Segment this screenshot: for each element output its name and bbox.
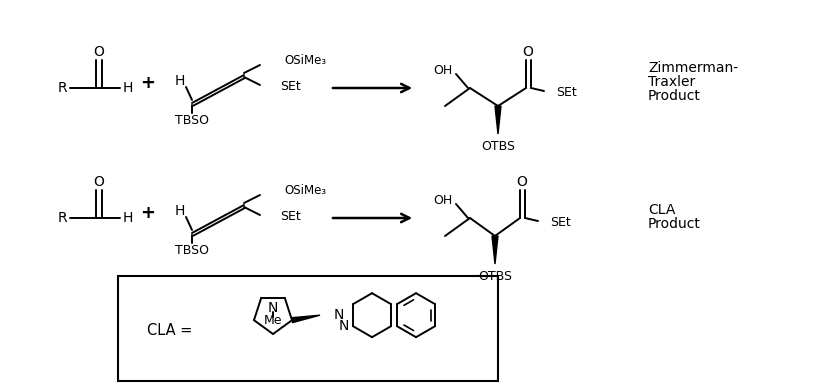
- Text: SEt: SEt: [280, 211, 301, 223]
- Text: TBSO: TBSO: [175, 114, 209, 128]
- Text: CLA =: CLA =: [147, 323, 192, 338]
- Text: CLA: CLA: [648, 203, 675, 217]
- Text: OSiMe₃: OSiMe₃: [284, 54, 326, 68]
- Text: H: H: [123, 81, 134, 95]
- Polygon shape: [495, 106, 501, 134]
- Text: N: N: [339, 319, 349, 333]
- Text: SEt: SEt: [556, 87, 577, 99]
- Text: R: R: [57, 211, 67, 225]
- Polygon shape: [291, 315, 320, 323]
- Text: OTBS: OTBS: [481, 140, 515, 152]
- Text: TBSO: TBSO: [175, 244, 209, 258]
- Text: H: H: [175, 74, 185, 88]
- Text: +: +: [140, 74, 155, 92]
- Text: Traxler: Traxler: [648, 75, 696, 89]
- Text: R: R: [57, 81, 67, 95]
- Text: Me: Me: [264, 314, 282, 327]
- Text: Product: Product: [648, 217, 701, 231]
- Bar: [118, 276, 498, 381]
- Text: N: N: [268, 301, 278, 315]
- Text: H: H: [123, 211, 134, 225]
- Text: O: O: [93, 175, 104, 189]
- Text: OH: OH: [433, 194, 452, 206]
- Text: OSiMe₃: OSiMe₃: [284, 185, 326, 197]
- Text: O: O: [93, 45, 104, 59]
- Text: H: H: [175, 204, 185, 218]
- Polygon shape: [492, 236, 498, 264]
- Text: Zimmerman-: Zimmerman-: [648, 61, 738, 75]
- Text: +: +: [140, 204, 155, 222]
- Text: O: O: [522, 45, 533, 59]
- Text: N: N: [333, 308, 344, 322]
- Text: OH: OH: [433, 64, 452, 76]
- Text: SEt: SEt: [550, 217, 570, 229]
- Text: O: O: [517, 175, 528, 189]
- Text: OTBS: OTBS: [478, 270, 512, 282]
- Text: SEt: SEt: [280, 80, 301, 94]
- Text: Product: Product: [648, 89, 701, 103]
